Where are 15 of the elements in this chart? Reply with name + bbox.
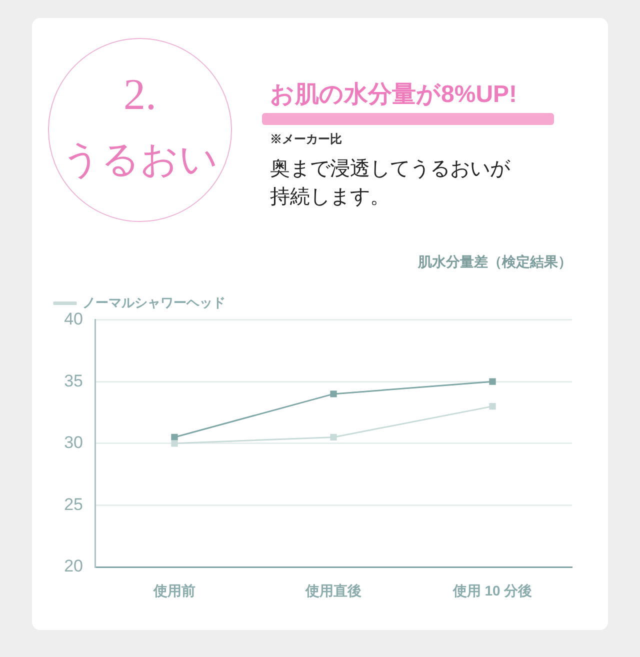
- y-tick-label: 20: [64, 556, 83, 576]
- text: 奥まで浸透してうるおいが持続します。: [270, 158, 510, 208]
- legend-label: ノーマルシャワーヘッド: [82, 294, 226, 310]
- x-tick-label: 使用前: [152, 582, 196, 598]
- text: ※メーカー比: [270, 132, 342, 146]
- x-tick-label: 使用 10 分後: [452, 582, 532, 598]
- y-tick-label: 25: [64, 494, 83, 514]
- x-tick-label: 使用直後: [304, 582, 362, 598]
- text: うるおい: [62, 139, 218, 181]
- text: 2.: [124, 70, 156, 119]
- chart-title: 肌水分量差（検定結果）: [417, 253, 572, 270]
- text: お肌の水分量が8%UP!: [270, 81, 518, 108]
- y-tick-label: 35: [64, 371, 83, 390]
- y-tick-label: 40: [64, 309, 83, 328]
- y-tick-label: 30: [64, 433, 83, 452]
